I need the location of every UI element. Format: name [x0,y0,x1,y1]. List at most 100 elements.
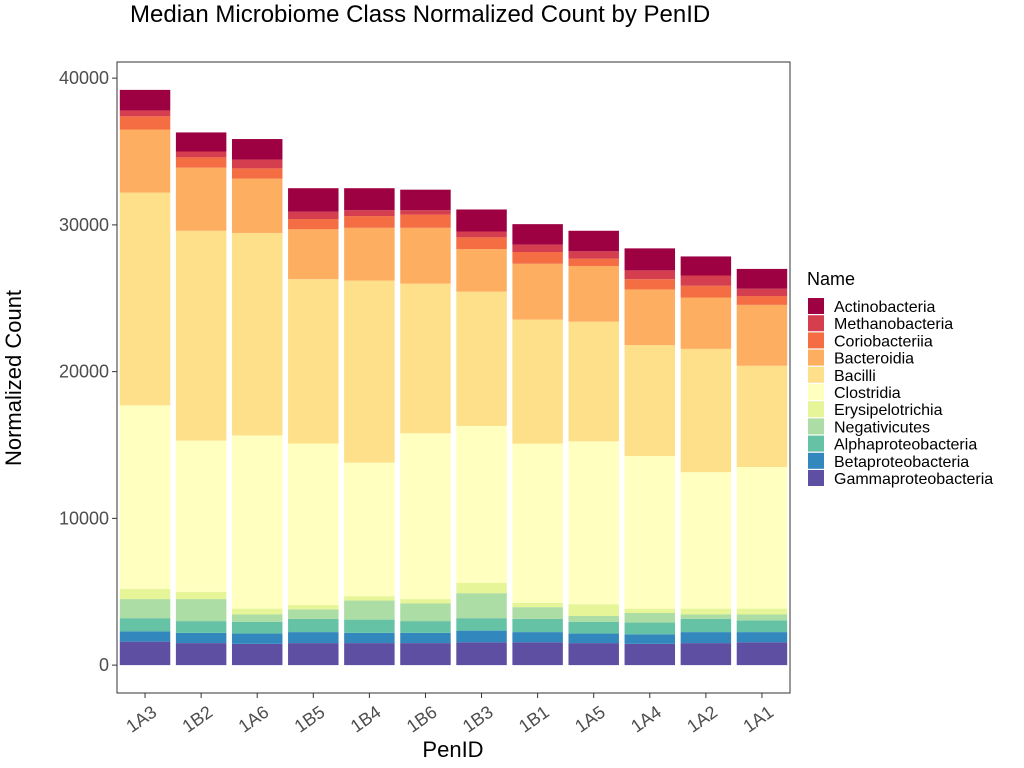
chart-title: Median Microbiome Class Normalized Count… [130,1,710,28]
bar-segment [456,630,507,643]
bar-segment [119,405,171,589]
bar-segment [680,618,732,633]
bar-segment [119,641,171,666]
bar-segment [119,599,171,619]
bar-segment [624,608,676,614]
bar-segment [512,319,563,444]
bar-segment [512,607,563,619]
bar-segment [400,227,451,284]
bar-segment [624,622,676,635]
bar-segment [231,168,283,179]
bar-segment [512,443,563,603]
bar-segment [175,632,227,644]
legend-key [808,298,824,314]
legend-key [808,435,824,452]
bar-segment [512,224,563,245]
x-tick-label: 1B1 [515,702,553,737]
bar-segment [231,614,283,622]
bar-segment [231,435,283,609]
bar-segment [344,280,395,463]
bar-segment [624,634,676,644]
bar-segment [680,297,732,349]
bar-segment [231,643,283,666]
bar-segment [624,289,676,346]
bar-segment [119,192,171,406]
bar-segment [175,167,227,231]
bar-segment [175,591,227,600]
x-tick-label: 1A5 [571,702,609,737]
bar-segment [175,132,227,152]
bar-segment [456,249,507,292]
bar-segment [680,472,732,609]
bar-segment [736,304,788,366]
bar-segment [456,237,507,250]
bar-segment [119,618,171,632]
legend-key [808,418,824,435]
bar-segment [288,604,339,610]
bar-segment [624,248,676,271]
bar-segment [288,188,339,212]
legend-label: Clostridia [834,385,901,402]
bar-segment [456,593,507,619]
bar-segment [288,443,339,605]
bar-segment [680,632,732,644]
x-tick-label: 1A3 [123,702,161,737]
legend-label: Gammaproteobacteria [834,471,993,488]
bar-segment [568,258,619,266]
bar-segment [344,462,395,597]
legend-title: Name [807,269,855,289]
bar-segment [568,633,619,644]
bar-segment [119,631,171,642]
legend-label: Negativicutes [834,419,930,436]
bar-segment [400,210,451,215]
y-axis: 0 10000 20000 30000 40000 [59,68,117,675]
bar-segment [456,209,507,232]
y-axis-title: Normalized Count [1,290,26,466]
bar-segment [512,252,563,264]
bar-segment [400,621,451,633]
bar-segment [175,643,227,666]
bar-segment [344,210,395,217]
bar-segment [568,251,619,259]
bar-segment [344,632,395,644]
bar-segment [736,632,788,643]
bar-segment [344,216,395,228]
bars-layer [119,89,788,666]
bar-segment [568,321,619,442]
bar-segment [400,214,451,228]
bar-segment [288,229,339,280]
bar-segment [400,599,451,604]
bar-segment [231,608,283,615]
bar-segment [175,157,227,168]
x-tick-label: 1A6 [235,702,273,737]
bar-segment [175,440,227,592]
bar-segment [736,467,788,609]
x-tick-label: 1B3 [459,702,497,737]
bar-segment [624,345,676,457]
bar-segment [344,643,395,666]
legend-key [808,452,824,469]
bar-segment [680,614,732,619]
legend-key [808,470,824,486]
bar-segment [680,348,732,473]
bar-segment [119,129,171,193]
bar-segment [344,619,395,633]
x-tick-label: 1B6 [403,702,441,737]
bar-segment [231,159,283,169]
bar-segment [288,609,339,619]
bar-segment [512,618,563,633]
bar-segment [512,642,563,666]
bar-segment [736,288,788,297]
x-tick-label: 1A4 [627,702,665,737]
y-tick-label: 20000 [59,362,109,382]
legend-label: Alphaproteobacteria [834,437,977,454]
bar-segment [231,232,283,436]
bar-segment [231,633,283,644]
y-tick-label: 0 [99,655,109,675]
bar-segment [456,425,507,583]
bar-segment [119,116,171,130]
bar-segment [288,618,339,633]
legend: Name ActinobacteriaMethanobacteriaCoriob… [807,269,993,488]
bar-segment [568,265,619,322]
x-tick-label: 1B5 [291,702,329,737]
